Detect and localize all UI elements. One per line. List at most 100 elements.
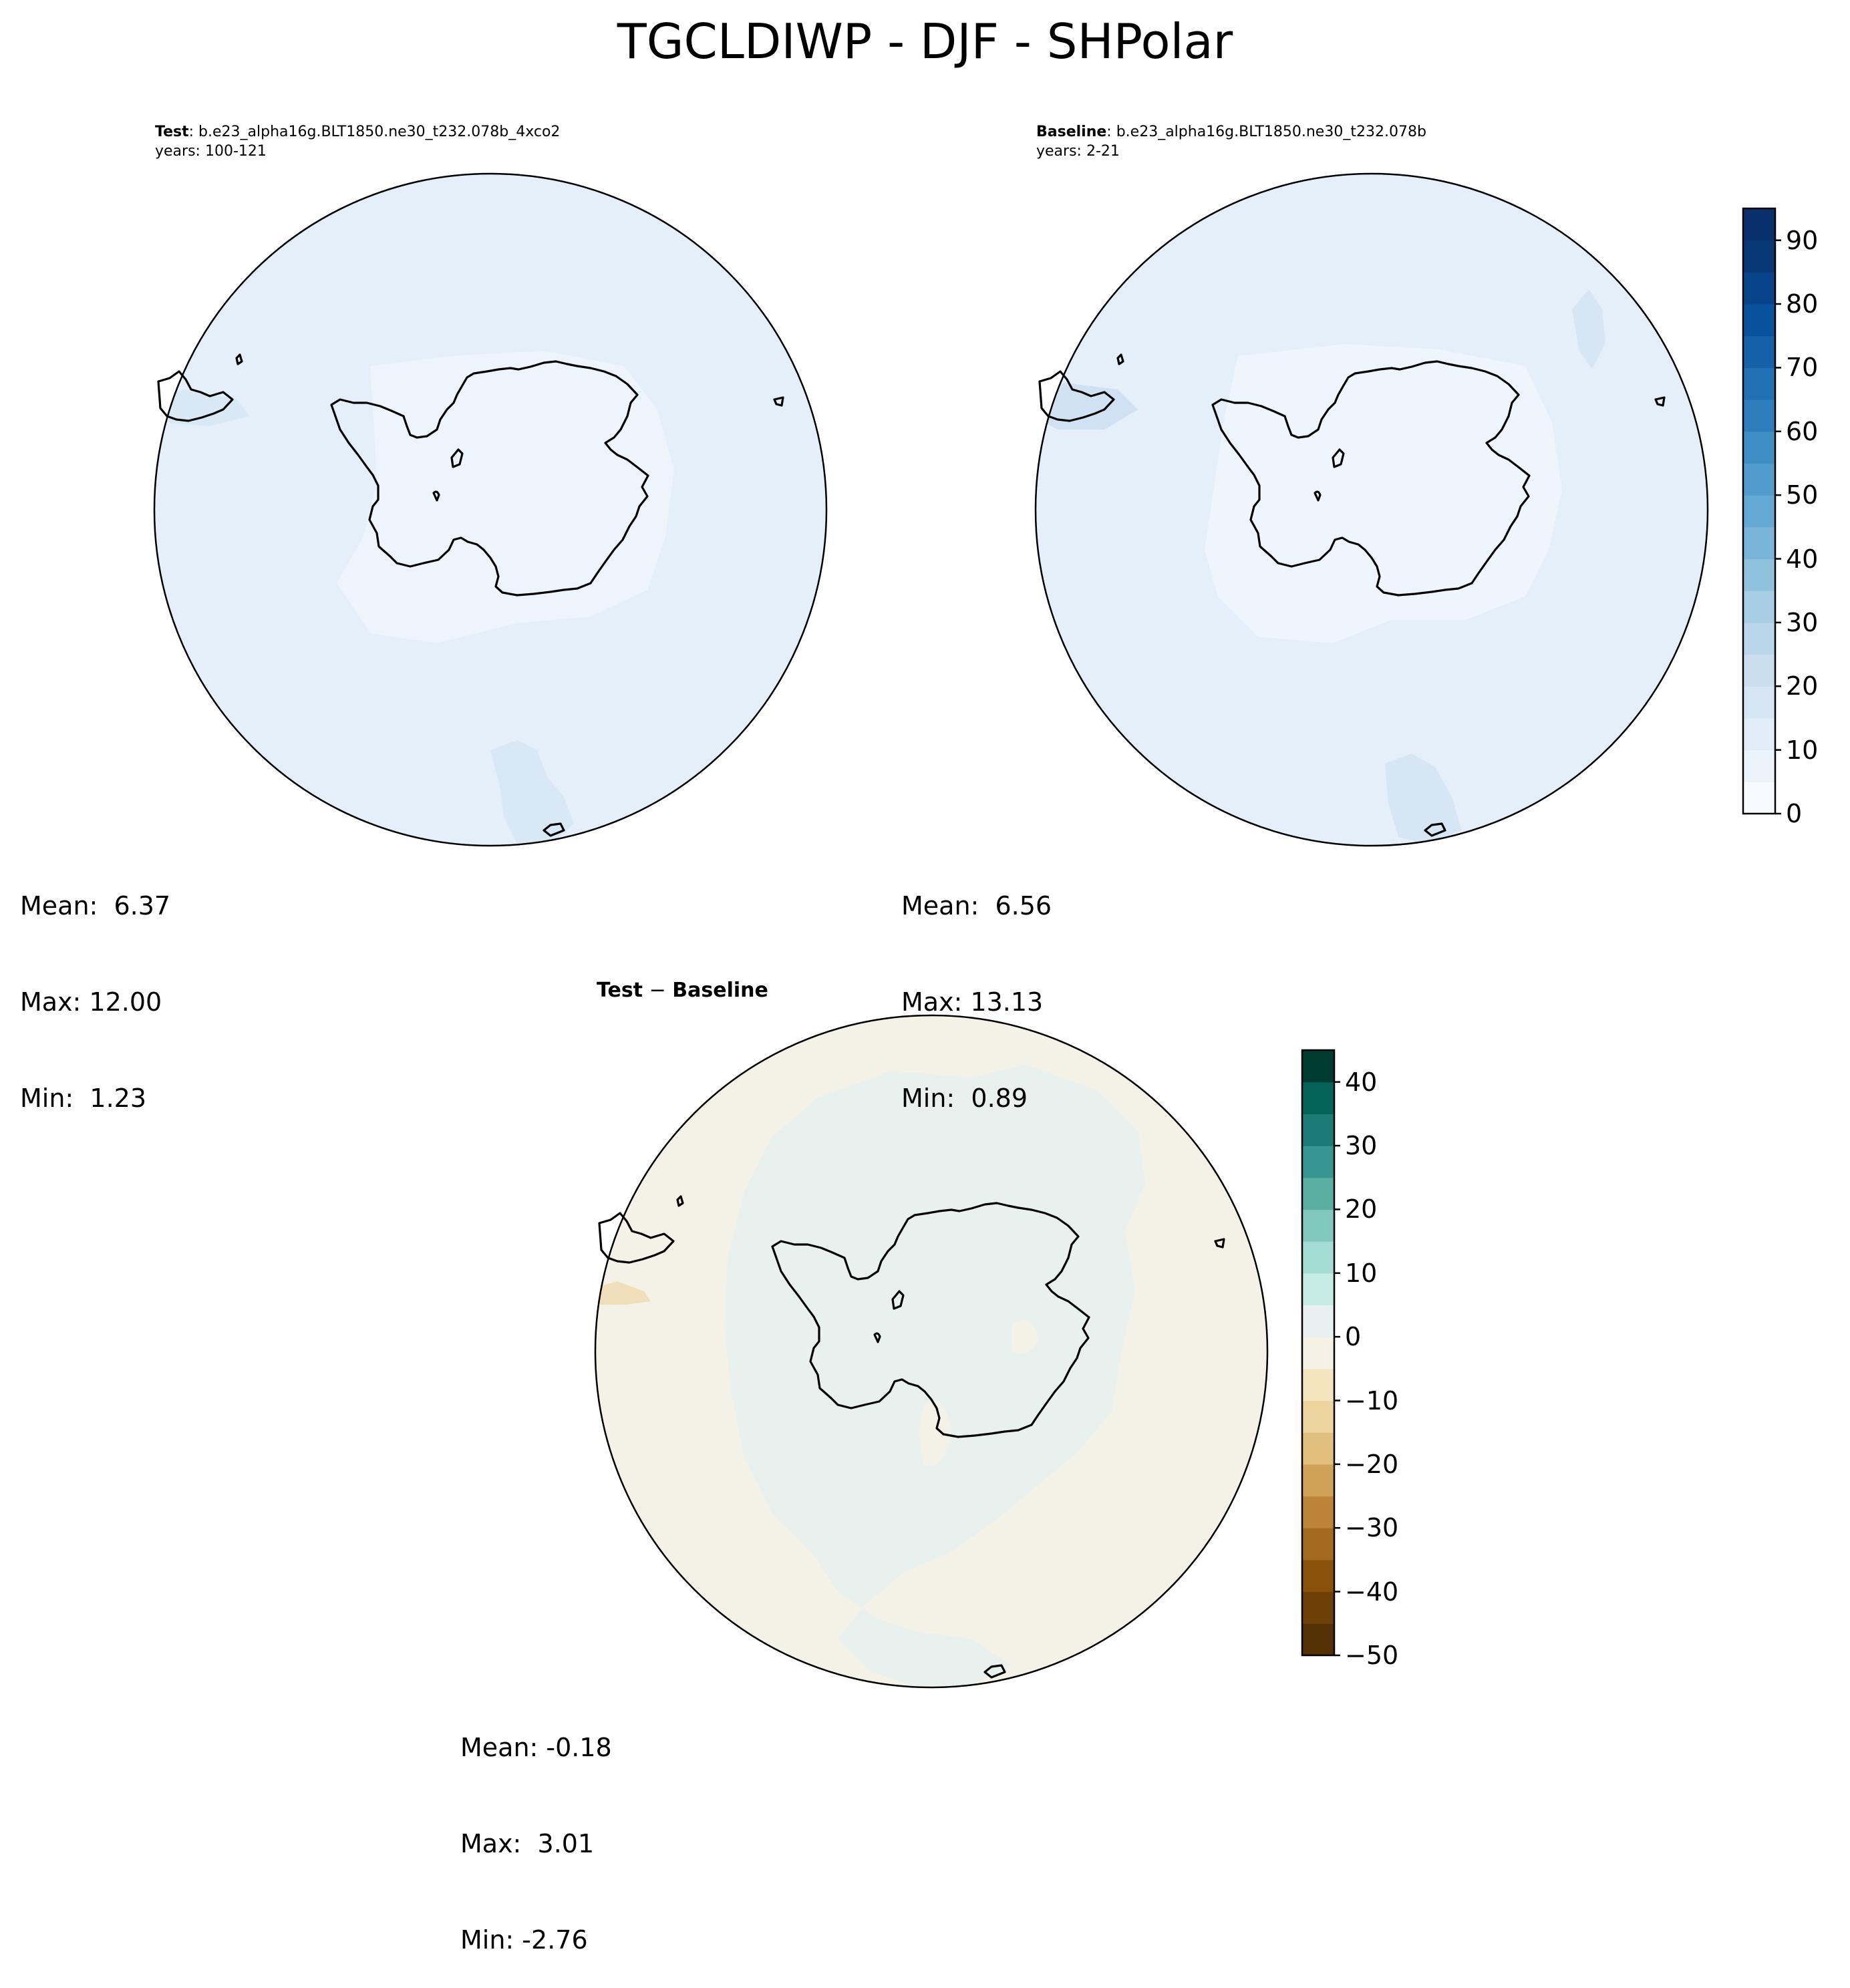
- baseline-case-label: Baseline: b.e23_alpha16g.BLT1850.ne30_t2…: [1036, 122, 1426, 142]
- baseline-stat-max: Max: 13.13: [901, 987, 1044, 1017]
- colorbar-diff-segment: [1302, 1591, 1334, 1624]
- colorbar-main-segment: [1743, 208, 1775, 241]
- colorbar-main-segment: [1743, 686, 1775, 719]
- colorbar-main-segment: [1743, 622, 1775, 655]
- colorbar-main-tick-label: 40: [1786, 544, 1819, 574]
- test-map: [153, 172, 828, 847]
- diff-patch-interior-3: [919, 1401, 951, 1466]
- baseline-patch-ne: [1572, 289, 1605, 369]
- colorbar-main-tick-label: 50: [1786, 480, 1819, 510]
- colorbar-main-tick-label: 20: [1786, 671, 1819, 701]
- colorbar-main-tick-label: 70: [1786, 353, 1819, 383]
- colorbar-main-segment: [1743, 591, 1775, 623]
- test-case-label: Test: b.e23_alpha16g.BLT1850.ne30_t232.0…: [155, 122, 560, 142]
- colorbar-diff-tick-label: −20: [1345, 1449, 1399, 1479]
- baseline-inner-region: [1205, 344, 1562, 643]
- colorbar-diff-segment: [1302, 1114, 1334, 1146]
- colorbar-main-tick-label: 0: [1786, 799, 1803, 828]
- colorbar-diff-segment: [1302, 1368, 1334, 1401]
- diff-map: [594, 1014, 1269, 1689]
- test-stat-min: Min: 1.23: [20, 1084, 146, 1113]
- colorbar-main-tick-label: 30: [1786, 607, 1819, 637]
- colorbar-diff-segment: [1302, 1464, 1334, 1497]
- colorbar-diff-tick-label: 10: [1345, 1258, 1378, 1288]
- baseline-label: Baseline: [1036, 124, 1107, 140]
- test-stat-max: Max: 12.00: [20, 987, 162, 1017]
- colorbar-main-segment: [1743, 272, 1775, 305]
- colorbar-main-segment: [1743, 654, 1775, 687]
- colorbar-diff-segment: [1302, 1400, 1334, 1433]
- diff-map-boundary: [594, 1014, 1269, 1689]
- colorbar-diff-tick-label: −50: [1345, 1641, 1399, 1670]
- colorbar-diff-tick-label: −40: [1345, 1577, 1399, 1607]
- colorbar-main-frame: [1742, 207, 1777, 815]
- colorbar-main-segment: [1743, 750, 1775, 782]
- colorbar-main-segment: [1743, 558, 1775, 591]
- test-case-name: : b.e23_alpha16g.BLT1850.ne30_t232.078b_…: [188, 124, 561, 140]
- test-inner-region: [337, 351, 674, 643]
- diff-title-minus: −: [643, 979, 673, 1002]
- colorbar-main-segment: [1743, 463, 1775, 496]
- colorbar-main-tick-label: 10: [1786, 735, 1819, 765]
- figure-canvas: [153, 172, 1781, 1689]
- test-years: years: 100-121: [155, 143, 267, 160]
- colorbar-diff-segment: [1302, 1432, 1334, 1465]
- colorbar-diff-segment: [1302, 1273, 1334, 1306]
- colorbar-main-segment: [1743, 431, 1775, 464]
- test-stats: Mean: 6.37 Max: 12.00 Min: 1.23: [20, 826, 170, 1146]
- colorbar-diff-segment: [1302, 1050, 1334, 1083]
- diff-stat-mean: Mean: -0.18: [460, 1733, 612, 1762]
- baseline-patch-south: [1385, 754, 1462, 844]
- baseline-stat-min: Min: 0.89: [901, 1084, 1028, 1113]
- colorbar-diff-tick-label: 40: [1345, 1067, 1378, 1097]
- test-patch-west: [156, 389, 250, 426]
- colorbar-diff-segment: [1302, 1337, 1334, 1369]
- colorbar-main-tick-label: 60: [1786, 416, 1819, 446]
- diff-warm-west: [595, 1281, 651, 1305]
- colorbar-diff-segment: [1302, 1528, 1334, 1560]
- baseline-patch-west: [1036, 383, 1138, 430]
- colorbar-diff-segment: [1302, 1209, 1334, 1242]
- test-patch-south: [490, 740, 574, 844]
- colorbar-diff-segment: [1302, 1177, 1334, 1210]
- colorbar-main-segment: [1743, 367, 1775, 400]
- test-label: Test: [155, 124, 189, 140]
- diff-title-baseline: Baseline: [672, 979, 768, 1002]
- colorbar-diff-segment: [1302, 1146, 1334, 1178]
- diff-stat-max: Max: 3.01: [460, 1829, 595, 1858]
- diff-title: Test − Baseline: [597, 979, 768, 1002]
- colorbar-diff: [1301, 1049, 1340, 1657]
- colorbar-diff-tick-label: 20: [1345, 1194, 1378, 1224]
- colorbar-diff-frame: [1301, 1049, 1336, 1657]
- colorbar-main-tick-label: 80: [1786, 289, 1819, 319]
- colorbar-main-segment: [1743, 304, 1775, 337]
- colorbar-diff-segment: [1302, 1305, 1334, 1337]
- baseline-map-boundary: [1034, 172, 1709, 847]
- diff-patch-interior-1: [1012, 1320, 1038, 1353]
- test-map-boundary: [153, 172, 828, 847]
- colorbar-diff-segment: [1302, 1559, 1334, 1593]
- colorbar-diff-segment: [1302, 1623, 1334, 1656]
- colorbar-diff-segment: [1302, 1082, 1334, 1114]
- colorbar-diff-tick-label: −30: [1345, 1513, 1399, 1543]
- colorbar-main-segment: [1743, 399, 1775, 432]
- baseline-stats: Mean: 6.56 Max: 13.13 Min: 0.89: [901, 826, 1052, 1146]
- colorbar-diff-tick-label: −10: [1345, 1385, 1399, 1416]
- diff-patch-interior-2: [1138, 1303, 1162, 1333]
- colorbar-main-segment: [1743, 717, 1775, 751]
- colorbar-diff-segment: [1302, 1241, 1334, 1274]
- baseline-stat-mean: Mean: 6.56: [901, 891, 1052, 921]
- colorbar-main-segment: [1743, 495, 1775, 528]
- test-stat-mean: Mean: 6.37: [20, 891, 171, 921]
- diff-title-test: Test: [597, 979, 643, 1002]
- diff-stats: Mean: -0.18 Max: 3.01 Min: -2.76: [460, 1667, 612, 1988]
- colorbar-main-segment: [1743, 782, 1775, 814]
- colorbar-diff-tick-label: 0: [1345, 1322, 1362, 1352]
- colorbar-main: [1742, 207, 1781, 815]
- baseline-years: years: 2-21: [1036, 143, 1120, 160]
- baseline-map: [1034, 172, 1709, 847]
- colorbar-diff-segment: [1302, 1496, 1334, 1528]
- colorbar-main-segment: [1743, 240, 1775, 273]
- colorbar-main-segment: [1743, 335, 1775, 369]
- figure-title: TGCLDIWP - DJF - SHPolar: [617, 13, 1233, 69]
